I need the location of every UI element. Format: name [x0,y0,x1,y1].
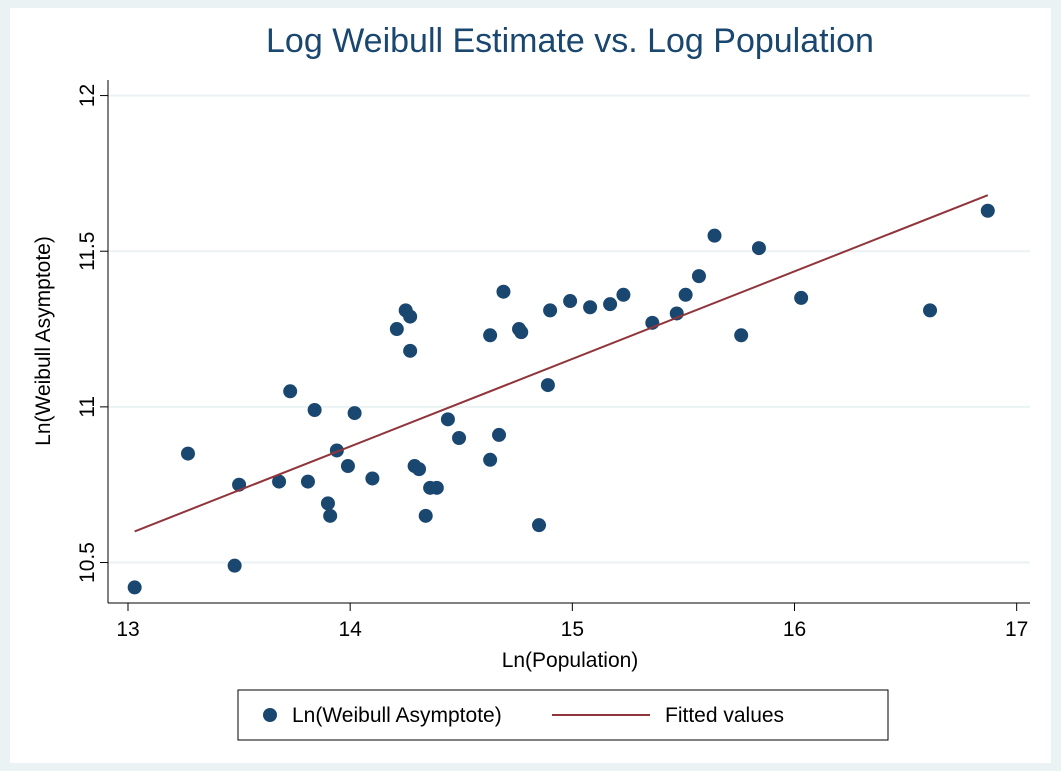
point [543,303,558,318]
point [320,496,335,511]
point [412,462,427,477]
legend-box [237,689,889,741]
x-tick-label: 14 [338,618,362,641]
x-tick-label: 17 [1005,618,1028,641]
point [563,294,578,309]
point [492,427,507,442]
point [440,412,455,427]
point [180,446,195,461]
point [540,378,555,393]
point [300,474,315,489]
x-tick-label: 16 [783,618,806,641]
point [751,241,766,256]
y-tick-label: 10.5 [76,542,99,583]
point [923,303,938,318]
point [496,284,511,299]
point [980,203,995,218]
point [452,431,467,446]
point [307,402,322,417]
point [678,287,693,302]
x-axis-label: Ln(Population) [502,649,639,672]
point [272,474,287,489]
point [514,325,529,340]
y-tick-label: 11.5 [76,232,99,271]
point [403,309,418,324]
point [691,269,706,284]
legend-label: Ln(Weibull Asymptote) [292,704,502,727]
point [389,322,404,337]
point [734,328,749,343]
y-tick-label: 11 [76,396,99,418]
point [429,480,444,495]
point [603,297,618,312]
point [794,290,809,305]
y-tick-label: 12 [76,84,99,107]
x-tick-label: 15 [561,618,584,641]
point [340,459,355,474]
point [532,518,547,533]
point [583,300,598,315]
legend: Ln(Weibull Asymptote) Fitted values [237,689,889,741]
chart-title: Log Weibull Estimate vs. Log Population [266,22,874,60]
legend-label: Fitted values [665,704,784,727]
point [365,471,380,486]
fit-line [134,194,989,533]
point [127,580,142,595]
point [483,328,498,343]
y-axis-label: Ln(Weibull Asymptote) [32,236,55,446]
point [227,558,242,573]
point [418,508,433,523]
legend-marker [263,708,277,722]
point [483,452,498,467]
x-tick-label: 13 [116,618,139,641]
point [403,343,418,358]
point [283,384,298,399]
point [707,228,722,243]
point [347,406,362,421]
point [323,508,338,523]
chart-area [10,8,1051,763]
point [616,287,631,302]
